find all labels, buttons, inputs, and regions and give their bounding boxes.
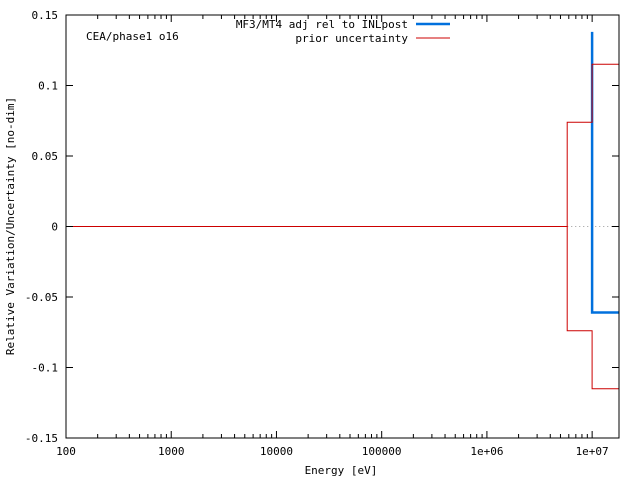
x-axis-label: Energy [eV] bbox=[305, 464, 378, 477]
series-line-1-lower bbox=[566, 226, 619, 390]
y-tick-label: -0.1 bbox=[32, 362, 59, 375]
legend-label-prior-uncertainty: prior uncertainty bbox=[295, 32, 408, 45]
y-tick-label: 0.15 bbox=[32, 9, 59, 22]
axes: 100 1000 10000 100000 1e+06 1e+07 0.15 0.1 0.05 0… bbox=[25, 9, 620, 458]
y-tick-label: -0.05 bbox=[25, 291, 58, 304]
y-tick-label: 0 bbox=[51, 221, 58, 234]
series-line-0 bbox=[590, 31, 619, 314]
series-line-1 bbox=[66, 63, 619, 227]
chart-annotation: CEA/phase1 o16 bbox=[86, 30, 179, 43]
x-tick-label: 100000 bbox=[362, 445, 402, 458]
x-tick-label: 1e+06 bbox=[470, 445, 503, 458]
x-tick-label: 100 bbox=[56, 445, 76, 458]
y-tick-label: -0.15 bbox=[25, 432, 58, 445]
plot-area bbox=[66, 31, 619, 390]
legend: MF3/MT4 adj rel to INLpost prior uncerta… bbox=[236, 18, 450, 45]
x-tick-label: 1e+07 bbox=[576, 445, 609, 458]
y-tick-label: 0.1 bbox=[38, 80, 58, 93]
y-axis-label: Relative Variation/Uncertainty [no-dim] bbox=[4, 97, 17, 355]
x-tick-label: 10000 bbox=[260, 445, 293, 458]
y-tick-label: 0.05 bbox=[32, 150, 59, 163]
x-tick-label: 1000 bbox=[158, 445, 185, 458]
legend-label-adjustment: MF3/MT4 adj rel to INLpost bbox=[236, 18, 408, 31]
